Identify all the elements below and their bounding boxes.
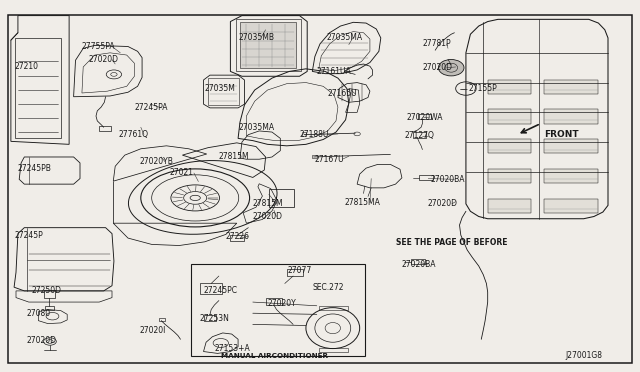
Text: 27020Y: 27020Y — [268, 299, 296, 308]
Bar — [413, 132, 426, 138]
Bar — [44, 290, 55, 298]
Text: 27815M: 27815M — [253, 199, 284, 208]
Bar — [544, 80, 598, 94]
Text: 27226: 27226 — [225, 232, 249, 241]
Text: 27210: 27210 — [14, 62, 38, 71]
Text: 27127Q: 27127Q — [404, 131, 435, 140]
Bar — [488, 139, 531, 153]
Bar — [266, 298, 282, 305]
Text: MANUAL AIRCONDITIONER: MANUAL AIRCONDITIONER — [221, 353, 328, 359]
Text: 27035MA: 27035MA — [326, 33, 362, 42]
Text: 27020BA: 27020BA — [402, 260, 436, 269]
Bar — [488, 80, 531, 94]
Text: 27165U: 27165U — [328, 89, 357, 98]
Text: 27761Q: 27761Q — [118, 130, 148, 139]
Text: 27020WA: 27020WA — [406, 113, 443, 122]
Bar — [312, 155, 317, 158]
Bar — [544, 139, 598, 153]
Text: SEC.272: SEC.272 — [312, 283, 344, 292]
Bar — [544, 109, 598, 124]
Text: 27020D: 27020D — [253, 212, 283, 221]
Bar — [200, 283, 222, 294]
Bar — [159, 318, 165, 321]
Ellipse shape — [190, 195, 200, 201]
Text: 27020D: 27020D — [27, 336, 57, 345]
Bar — [319, 348, 348, 352]
Text: 27020YB: 27020YB — [140, 157, 173, 166]
Bar — [319, 306, 348, 310]
Bar — [191, 264, 365, 356]
Text: 27020I: 27020I — [140, 326, 166, 335]
Bar — [99, 126, 111, 131]
Bar — [488, 109, 531, 124]
Text: 27250D: 27250D — [32, 286, 62, 295]
Text: 27020D: 27020D — [88, 55, 118, 64]
Text: 27245PC: 27245PC — [204, 286, 237, 295]
Text: SEE THE PAGE OF BEFORE: SEE THE PAGE OF BEFORE — [396, 238, 507, 247]
Bar — [45, 306, 54, 310]
Text: 27077: 27077 — [288, 266, 312, 275]
Bar — [419, 175, 433, 180]
Text: 27245P: 27245P — [14, 231, 43, 240]
Bar — [544, 199, 598, 213]
Text: 27020D: 27020D — [428, 199, 458, 208]
Ellipse shape — [438, 60, 464, 76]
Text: 27188U: 27188U — [300, 130, 329, 139]
Bar — [208, 78, 239, 105]
Bar — [302, 132, 306, 136]
Text: 27781P: 27781P — [422, 39, 451, 48]
Text: 27020BA: 27020BA — [430, 175, 465, 184]
Bar — [230, 235, 244, 241]
Text: 27155P: 27155P — [468, 84, 497, 93]
Text: 27161UA: 27161UA — [317, 67, 351, 76]
Bar — [488, 199, 531, 213]
Bar — [411, 259, 425, 264]
Text: 27815MA: 27815MA — [344, 198, 380, 207]
Text: 27035M: 27035M — [205, 84, 236, 93]
Bar — [15, 38, 61, 138]
Text: 27245PB: 27245PB — [18, 164, 52, 173]
Text: 27167U: 27167U — [315, 155, 344, 164]
Text: 27755PA: 27755PA — [82, 42, 116, 51]
Text: 27080: 27080 — [27, 309, 51, 318]
Bar — [287, 269, 303, 276]
Text: FRONT: FRONT — [544, 130, 579, 139]
Text: 27815M: 27815M — [219, 153, 250, 161]
Text: 27021: 27021 — [170, 169, 194, 177]
Bar — [240, 22, 296, 68]
Text: 27020D: 27020D — [422, 63, 452, 72]
Bar — [236, 19, 301, 71]
Text: 27035MB: 27035MB — [238, 33, 274, 42]
Text: 27035MA: 27035MA — [238, 123, 274, 132]
Text: J27001G8: J27001G8 — [566, 351, 603, 360]
Bar — [418, 114, 431, 119]
Text: 27253N: 27253N — [200, 314, 230, 323]
Bar — [204, 315, 216, 321]
Text: 27153+A: 27153+A — [214, 344, 250, 353]
Text: 27245PA: 27245PA — [134, 103, 168, 112]
Bar — [544, 169, 598, 183]
Bar — [488, 169, 531, 183]
